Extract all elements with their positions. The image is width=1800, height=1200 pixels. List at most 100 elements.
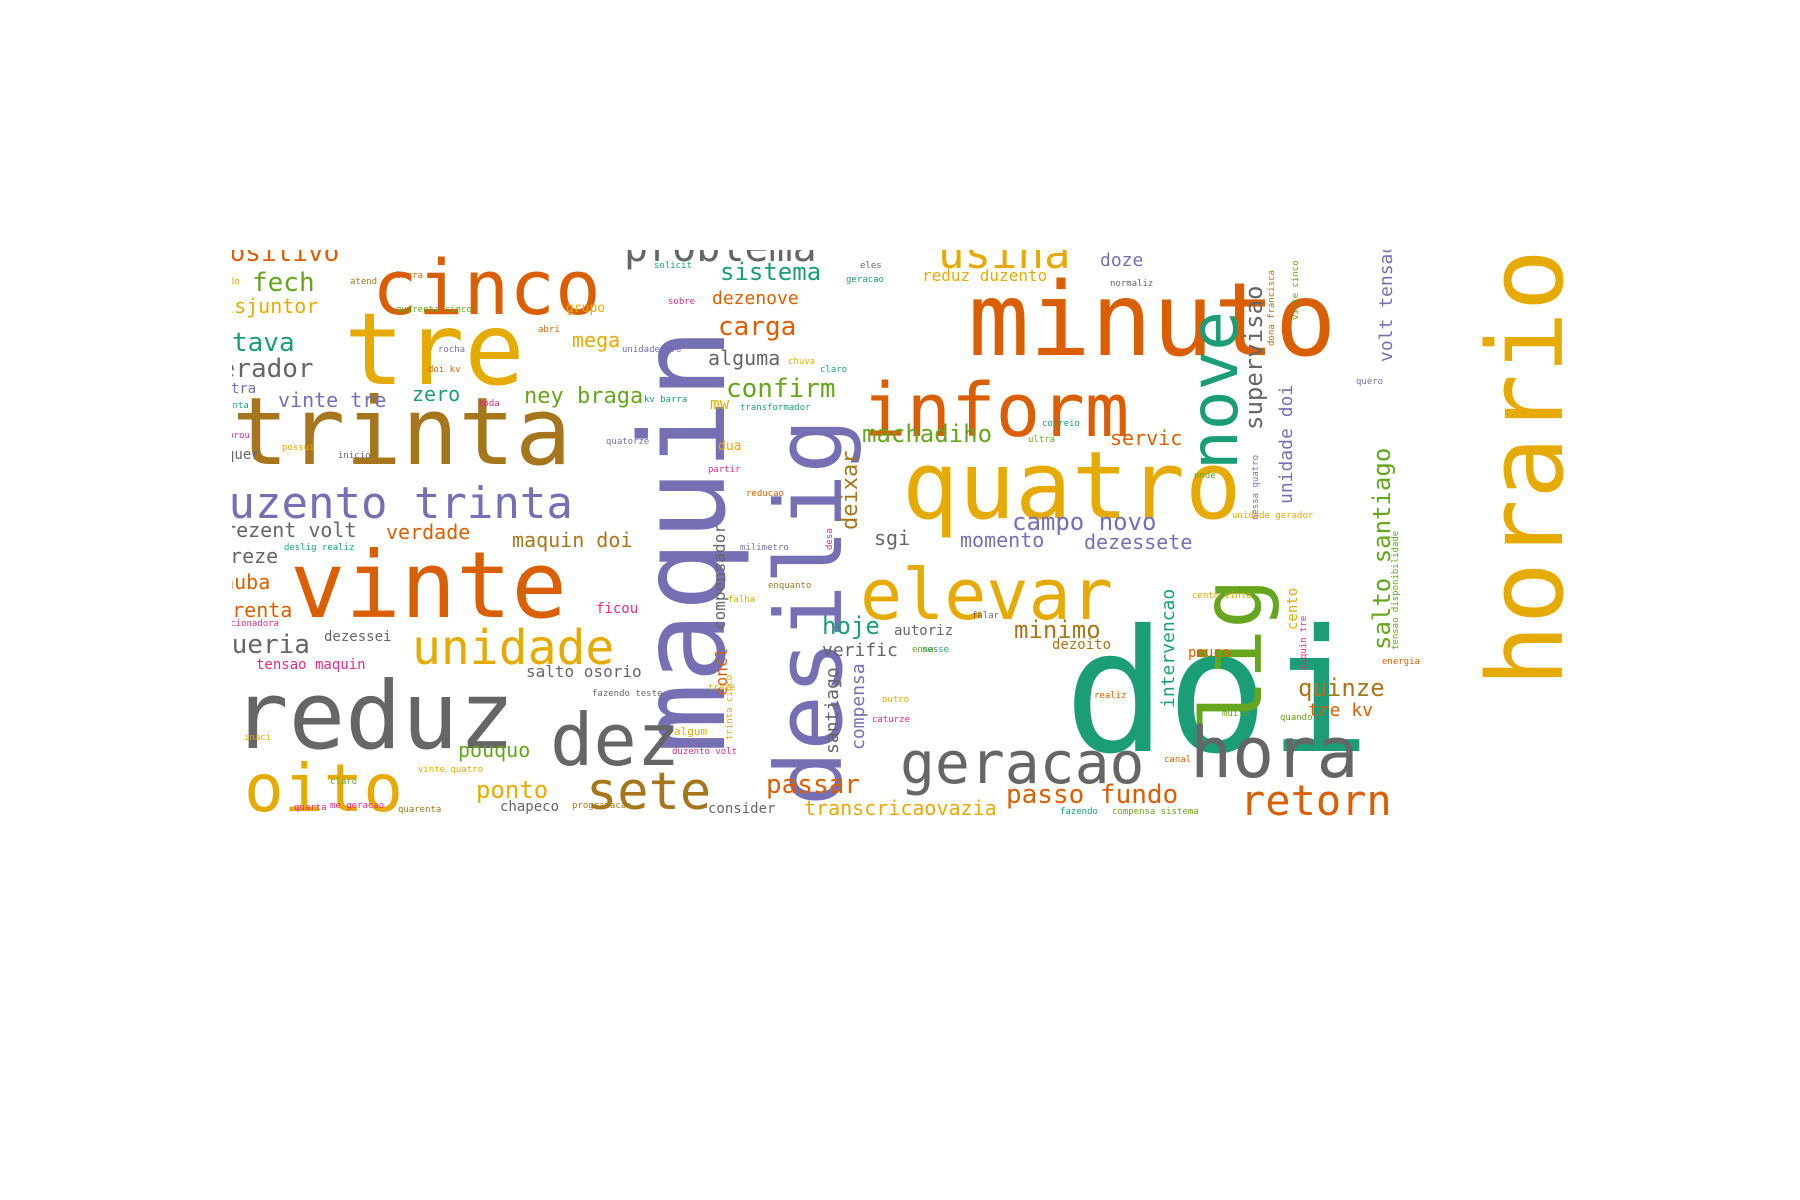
word-deixar: deixar [838,450,863,530]
word-cinco: cinco [372,250,601,332]
word-normaliz: normaliz [1110,279,1154,289]
word-pouquo: pouquo [458,738,531,762]
word-reducao: reducao [746,489,784,499]
word-mw: mw [710,394,730,413]
word-fazendo-teste: fazendo teste [592,689,663,699]
word-claro: claro [820,365,848,375]
word-possui: possui [282,443,315,453]
word-tensao-disponibilidade: tensao disponibilidade [1391,530,1401,650]
word-verdade: verdade [386,520,471,544]
word-mega: mega [572,328,621,352]
word-cinquenta: cinquenta [232,401,249,411]
word-trinta: trinta [232,378,572,487]
word-doi: doi [1064,594,1372,792]
word-realiz: realiz [1094,691,1127,701]
word-falha: falha [728,595,756,605]
word-volt-tensao: volt tensao [1376,250,1397,362]
word-servic: servic [1110,426,1183,450]
word-kv-barra: kv barra [644,395,688,405]
word-caturze: caturze [872,715,910,725]
word-nove: nove [1176,311,1253,470]
word-tensao-maquin: tensao maquin [256,657,366,673]
word-pouco: pouco [1188,645,1231,661]
word-algum: algum [674,725,708,738]
word-gerador: gerador [232,354,314,384]
word-momento: momento [960,528,1045,552]
word-elevar: elevar [860,554,1113,636]
word-intervencao: intervencao [1158,588,1179,708]
word-quarenta: quarenta [232,598,293,622]
word-inicio: inicio [338,451,371,461]
word-deslig-realiz: deslig realiz [284,543,355,553]
word-trinta-cinco: trinta cinco [725,674,735,740]
word-autoriz: autoriz [894,623,954,639]
word-ney-braga: ney braga [524,384,644,409]
word-vinte: vinte [290,532,567,639]
word-carga: carga [718,312,797,342]
word-vinte-cinco: vinte cinco [1291,260,1301,320]
word-dona-francisca: dona francisca [1267,270,1277,346]
word-dua: dua [718,439,742,454]
word-seccionadora: seccionadora [232,619,280,629]
word-quarenta-cinco: quarenta cinco [396,305,472,315]
word-inaci: inaci [244,733,272,743]
word-chuva: chuva [788,357,816,367]
word-ficou: ficou [596,601,639,617]
word-duzento-volt: duzento volt [672,747,738,757]
word-eles: eles [860,261,882,271]
word-correio: correio [1042,419,1080,429]
word-ultra: ultra [1028,435,1056,445]
word-dezoito: dezoito [1052,637,1112,653]
word-toda: toda [478,399,500,409]
word-falar: falar [972,611,1000,621]
word-sistema: sistema [720,258,822,286]
word-inform: inform [862,368,1130,454]
word-cento: cento [1285,587,1301,630]
word-quatorze: quatorze [606,437,650,447]
word-lembrou: lembrou [232,431,250,441]
word-cloud: doi maquin horario minuto trinta vinte r… [232,250,1616,950]
word-reduz-duzento: reduz duzento [922,266,1048,285]
word-doze: doze [1100,250,1144,271]
word-retorn: retorn [1240,776,1392,825]
word-maquin-tre: maquin tre [1299,615,1309,670]
word-fech: fech [252,268,315,298]
word-onde: onde [1194,471,1216,481]
word-solicit: solicit [654,261,692,271]
word-problema: problema [624,250,817,268]
word-santiago: santiago [822,667,843,754]
word-tre: tre [344,291,525,408]
word-dezessete: dezessete [1084,530,1193,554]
word-transcricaovazia: transcricaovazia [804,796,997,820]
word-passo-fundo: passo fundo [1006,780,1179,810]
word-queria: queria [232,630,310,660]
word-minuto: minuto [968,261,1337,380]
word-outro: outro [882,695,910,705]
word-outra: outra [232,381,257,397]
word-quatro: quatro [902,432,1242,541]
word-sgi: sgi [874,526,911,550]
word-zero: zero [412,382,461,406]
word-dez: dez [550,698,681,782]
word-confirm: confirm [726,374,836,404]
word-treze: treze [232,544,279,568]
word-atend: atend [350,277,378,287]
word-tava: tava [232,328,295,358]
word-unidade-doi: unidade doi [1276,384,1297,504]
word-compensador: compensador [710,524,729,630]
word-geracao-small: geracao [846,275,884,285]
word-vinte-quatro: vinte quatro [418,765,484,775]
word-dezenove: dezenove [712,288,799,309]
word-hora: hora [1190,712,1359,794]
word-barra: barra [396,271,424,281]
word-oito: oito [244,750,403,827]
word-reduz: reduz [232,662,515,771]
word-doi-kv: doi kv [428,365,461,375]
word-programacao: programacao [572,801,632,811]
word-horario: horario [1465,250,1587,687]
word-positivo: positivo [232,250,340,268]
word-ensa: ensa [912,645,934,655]
word-grupo: grupo [566,301,606,316]
word-machadiho: machadiho [862,420,993,448]
word-sete: sete [586,762,712,822]
